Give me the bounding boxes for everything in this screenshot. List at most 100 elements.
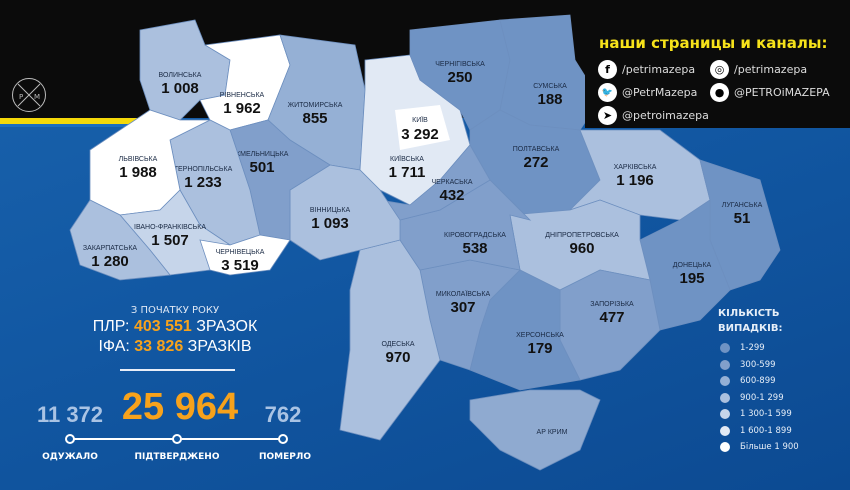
twitter-handle: @PetrMazepa [622,86,698,99]
legend-item: 300-599 [718,357,799,374]
region-name: ЧЕРНІГІВСЬКА [435,61,485,68]
region-value: 1 093 [311,215,349,232]
region-name: ЧЕРНІВЕЦЬКА [216,249,265,256]
region-value: 3 292 [401,126,439,143]
region-value: 477 [599,309,624,326]
region-name: ХЕРСОНСЬКА [516,332,564,339]
region-name: КИЇВСЬКА [390,155,424,163]
region-name: ЗАПОРІЗЬКА [590,301,634,308]
region-value: 432 [439,187,464,204]
legend-swatch [720,376,730,387]
legend-title-1: КІЛЬКІСТЬ [718,308,780,319]
region-shape [69,199,171,281]
telegram-link[interactable]: ➤ @petroimazepa [598,106,709,125]
region-value: 1 507 [151,232,189,249]
region-name: ІВАНО-ФРАНКІВСЬКА [134,224,206,231]
region-value: 1 196 [616,172,654,189]
region-value: 1 962 [223,100,261,117]
region-value: 538 [462,240,487,257]
social-title: наши страницы и каналы: [599,34,828,52]
region-name: ЖИТОМИРСЬКА [288,102,343,109]
died-label: ПОМЕРЛО [258,452,311,462]
region-value: 501 [249,159,274,176]
legend: КІЛЬКІСТЬ ВИПАДКІВ: 1-299 300-599 600-899 9… [718,306,799,456]
instagram-icon: ◎ [710,60,729,79]
recovered-label: ОДУЖАЛО [42,452,98,462]
legend-label: 1 600-1 899 [740,425,792,436]
divider [120,369,235,371]
legend-label: 600-899 [740,376,776,387]
legend-label: 900-1 299 [740,392,784,403]
kyiv-city-shape [395,105,450,150]
telegram-icon: ➤ [598,106,617,125]
region-value: 195 [679,270,704,287]
legend-item: 600-899 [718,373,799,390]
ifa-line: ІФА: 33 826 ЗРАЗКІВ [98,338,252,355]
reddit-link[interactable]: ● @PETROiMAZEPA [710,83,830,102]
twitter-link[interactable]: 🐦 @PetrMazepa [598,83,697,102]
timeline [65,434,288,444]
region-name: ЛЬВІВСЬКА [119,156,158,163]
legend-item: 1 600-1 899 [718,423,799,440]
legend-swatch [720,343,730,354]
legend-title-2: ВИПАДКІВ: [718,323,783,334]
instagram-link[interactable]: ◎ /petrimazepa [710,60,807,79]
flag-stripe-yellow [0,118,165,124]
region-value: 272 [523,154,548,171]
legend-swatch [720,442,730,453]
legend-item: 900-1 299 [718,390,799,407]
legend-swatch [720,425,730,436]
legend-swatch [720,392,730,403]
twitter-icon: 🐦 [598,83,617,102]
region-name: РІВНЕНСЬКА [220,92,265,99]
ifa-value: 33 826 [134,338,184,355]
region-value: 3 519 [221,257,259,274]
died-value: 762 [264,402,302,427]
region-name: ВОЛИНСЬКА [159,72,202,79]
reddit-handle: @PETROiMAZEPA [734,86,830,99]
region: АР КРИМ [469,389,601,471]
region-name: ДОНЕЦЬКА [673,262,712,269]
region-value: 51 [734,210,751,227]
legend-label: Більше 1 900 [740,442,799,453]
legend-swatch [720,359,730,370]
legend-item: 1-299 [718,340,799,357]
timeline-dot-confirmed [172,434,182,444]
legend-label: 1-299 [740,343,765,354]
region-name: ХМЕЛЬНИЦЬКА [236,151,289,158]
legend-label: 300-599 [740,359,776,370]
timeline-dot-died [278,434,288,444]
region-name: ЧЕРКАСЬКА [432,179,473,186]
region-value: 1 711 [389,164,426,181]
reddit-icon: ● [710,83,729,102]
facebook-link[interactable]: f/petrimazepa [598,60,695,79]
region-value: 188 [537,91,562,108]
pcr-value: 403 551 [133,318,192,335]
legend-item: 1 300-1 599 [718,406,799,423]
pcr-line: ПЛР: 403 551 ЗРАЗОК [92,318,258,335]
social-panel: наши страницы и каналы: f/petrimazepa ◎ /… [585,28,850,128]
region-name: ОДЕСЬКА [381,341,414,348]
region-shape [469,389,601,471]
facebook-handle: /petrimazepa [622,63,696,76]
recovered-value: 11 372 [36,402,104,427]
legend-label: 1 300-1 599 [740,409,792,420]
region-shape [289,164,401,261]
region-name: ХАРКІВСЬКА [614,164,657,171]
region-value: 1 233 [184,174,222,191]
confirmed-value: 25 964 [121,386,239,428]
timeline-dot-recovered [65,434,75,444]
